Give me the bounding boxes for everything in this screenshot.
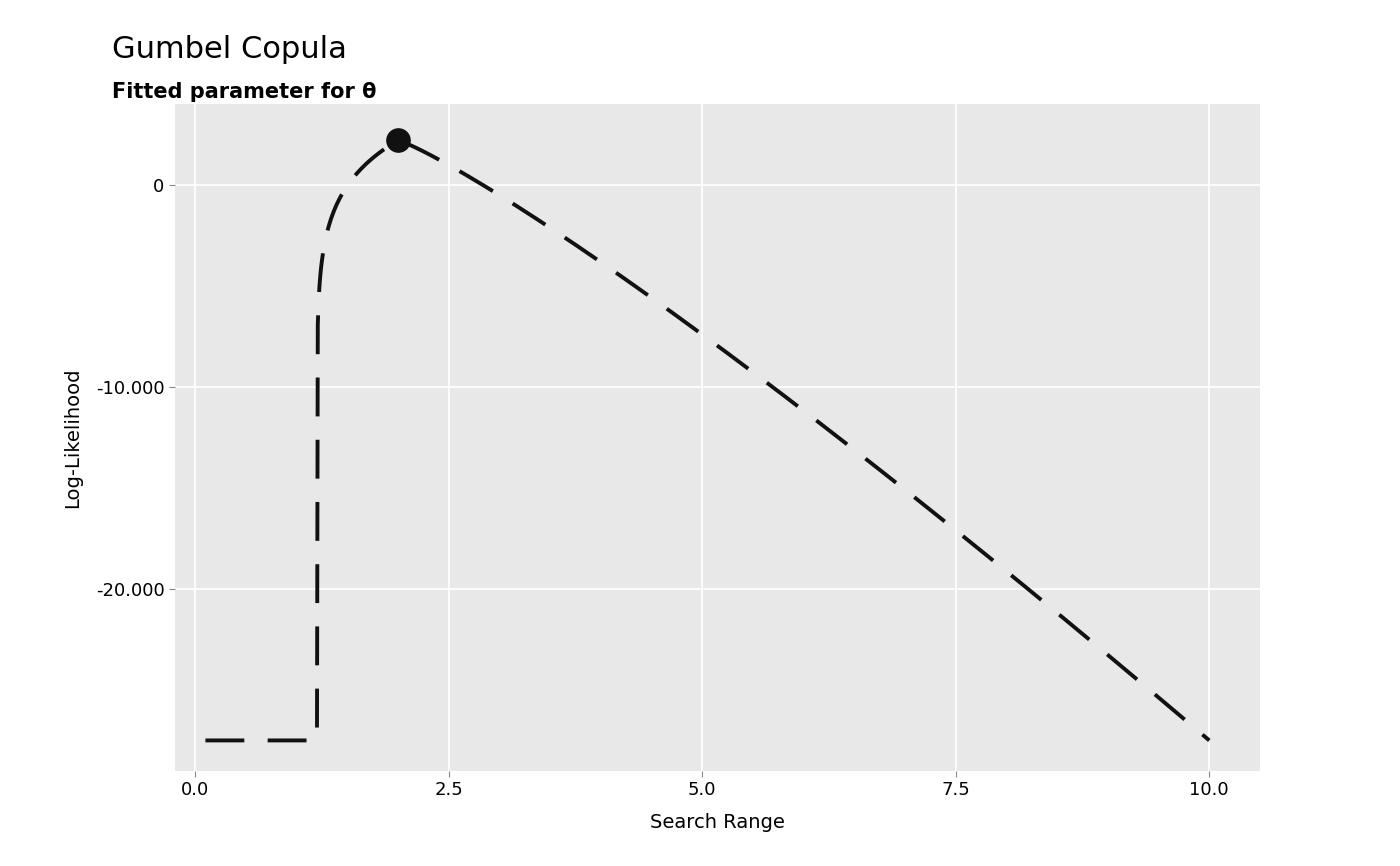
Text: Fitted parameter for θ: Fitted parameter for θ bbox=[112, 82, 377, 102]
Text: Gumbel Copula: Gumbel Copula bbox=[112, 35, 347, 63]
X-axis label: Search Range: Search Range bbox=[650, 813, 785, 832]
Point bbox=[386, 133, 409, 147]
Y-axis label: Log-Likelihood: Log-Likelihood bbox=[63, 367, 83, 507]
